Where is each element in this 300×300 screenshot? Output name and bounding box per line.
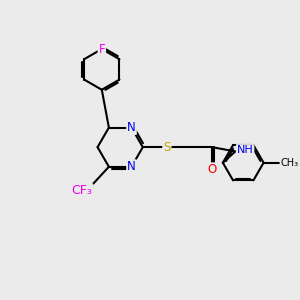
- Text: NH: NH: [237, 145, 254, 155]
- Text: F: F: [98, 43, 105, 56]
- Text: N: N: [127, 121, 136, 134]
- Text: CF₃: CF₃: [72, 184, 92, 197]
- Text: S: S: [163, 141, 170, 154]
- Text: O: O: [208, 163, 217, 176]
- Text: CH₃: CH₃: [280, 158, 299, 168]
- Text: N: N: [127, 160, 136, 173]
